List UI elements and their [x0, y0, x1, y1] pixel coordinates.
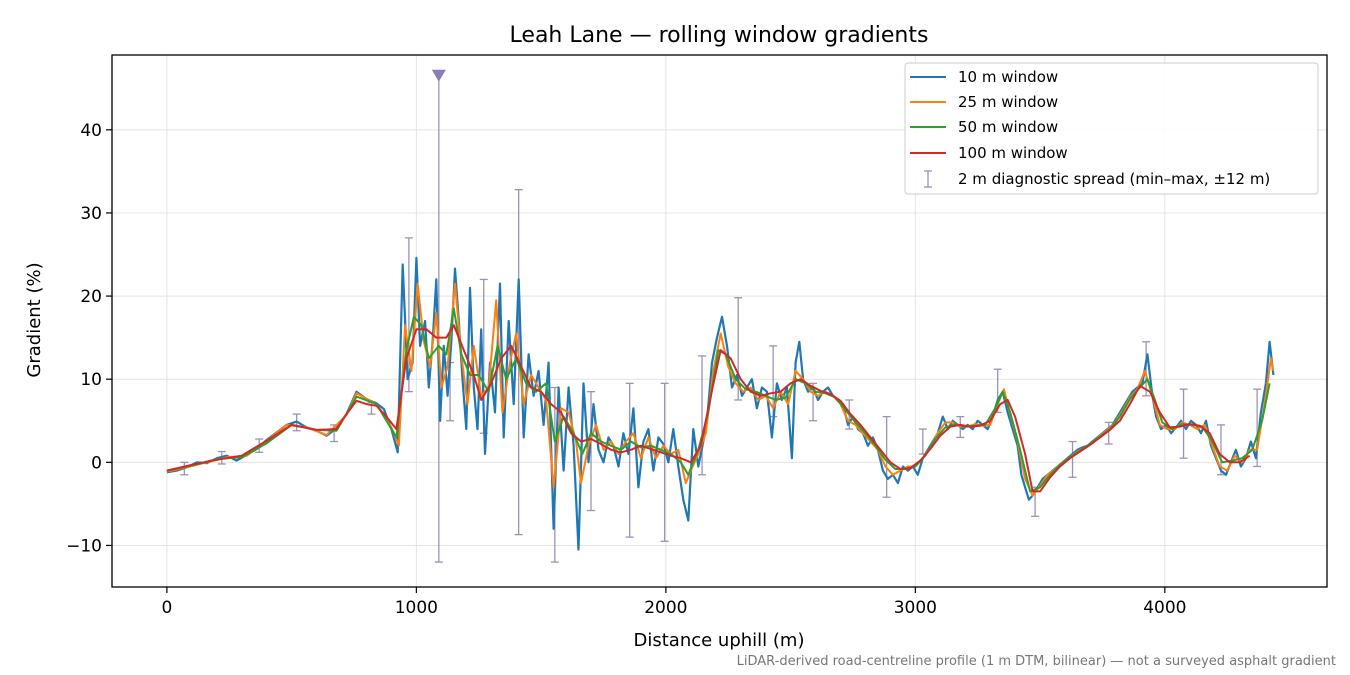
y-axis-label: Gradient (%) [24, 262, 45, 377]
clipped-value-marker [431, 69, 446, 82]
y-tick-label: 40 [80, 121, 102, 141]
series-line-4 [166, 324, 1251, 493]
series-line-1 [166, 256, 1275, 551]
y-tick-label: 30 [80, 204, 102, 224]
plot-area [166, 69, 1275, 563]
legend-label: 50 m window [958, 118, 1058, 136]
x-tick-label: 4000 [1143, 598, 1186, 618]
error-bar [625, 382, 634, 538]
x-tick-label: 0 [161, 598, 172, 618]
error-bar [698, 355, 707, 476]
legend-label: 2 m diagnostic spread (min–max, ±12 m) [958, 170, 1270, 188]
x-axis: 0 1000 2000 3000 4000 [161, 587, 1186, 618]
legend-label: 25 m window [958, 93, 1058, 111]
series-line-2 [166, 282, 1275, 497]
error-bar [918, 428, 927, 455]
chart-title: Leah Lane — rolling window gradients [510, 23, 929, 48]
x-tick-label: 1000 [395, 598, 438, 618]
footnote: LiDAR-derived road-centreline profile (1… [737, 654, 1336, 669]
y-tick-label: 10 [80, 370, 102, 390]
y-tick-label: 20 [80, 287, 102, 307]
error-bar [1142, 341, 1151, 397]
error-bar [1068, 440, 1077, 478]
y-axis: −10 0 10 20 30 40 [66, 121, 112, 556]
y-tick-label: −10 [66, 536, 102, 556]
legend-label: 100 m window [958, 144, 1068, 162]
plot-frame [111, 54, 1328, 588]
legend-box [904, 62, 1319, 195]
x-tick-label: 2000 [644, 598, 687, 618]
error-bar [587, 391, 596, 512]
diagnostic-spread-bars [180, 70, 1262, 563]
x-tick-label: 3000 [894, 598, 937, 618]
error-bar [404, 237, 413, 393]
error-bar [1104, 421, 1113, 445]
y-tick-label: 0 [91, 453, 102, 473]
grid-lines [112, 55, 1327, 587]
error-bar [660, 382, 669, 542]
legend-label: 10 m window [958, 68, 1058, 86]
x-axis-label: Distance uphill (m) [634, 630, 805, 651]
legend: 10 m window 25 m window 50 m window 100 m w… [904, 62, 1319, 195]
